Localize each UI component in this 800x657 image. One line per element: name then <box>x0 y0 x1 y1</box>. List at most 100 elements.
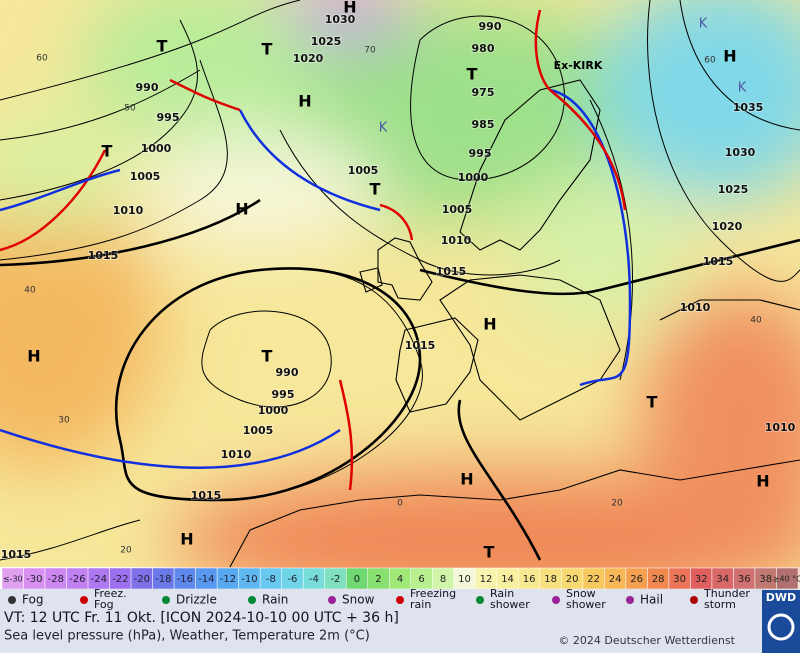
high-center: H <box>27 347 40 366</box>
high-center: H <box>343 0 356 17</box>
scale-label: -2 <box>330 574 340 585</box>
scale-label: 38 <box>759 574 772 585</box>
cold-center: K <box>738 81 747 96</box>
scale-label: -18 <box>155 574 171 585</box>
copyright: © 2024 Deutscher Wetterdienst <box>558 634 735 647</box>
scale-label: 16 <box>523 574 536 585</box>
scale-label: 20 <box>566 574 579 585</box>
pressure-label: 1010 <box>113 204 144 217</box>
low-center: T <box>102 142 113 161</box>
scale-label: 36 <box>738 574 751 585</box>
grid-label: 70 <box>364 46 376 56</box>
logo-text: DWD <box>766 591 796 604</box>
scale-label: -4 <box>309 574 319 585</box>
scale-label: 22 <box>587 574 600 585</box>
cold-center: K <box>379 121 388 136</box>
legend-icon <box>552 596 560 604</box>
pressure-label: 1015 <box>191 489 222 502</box>
scale-label: -28 <box>48 574 64 585</box>
low-center: T <box>484 543 495 562</box>
pressure-label: 1015 <box>88 249 119 262</box>
legend-label: Fog <box>94 598 114 611</box>
cold-center: K <box>699 17 708 32</box>
pressure-label: 995 <box>272 388 295 401</box>
pressure-label: 1015 <box>703 255 734 268</box>
scale-label: 24 <box>609 574 622 585</box>
grid-label: 0 <box>397 499 403 509</box>
legend-label: storm <box>704 598 736 611</box>
legend-icon <box>690 596 698 604</box>
legend-label: shower <box>566 598 606 611</box>
pressure-label: 1005 <box>348 164 379 177</box>
pressure-label: 980 <box>472 42 495 55</box>
isobars <box>0 0 800 561</box>
pressure-label: 975 <box>472 86 495 99</box>
scale-label: -12 <box>220 574 236 585</box>
storm-name: Ex-KIRK <box>554 59 603 72</box>
scale-label: -16 <box>177 574 193 585</box>
scale-label: 30 <box>673 574 686 585</box>
pressure-label: 990 <box>479 20 502 33</box>
scale-label: ≤-30 <box>3 575 23 584</box>
pressure-label: 1020 <box>712 220 743 233</box>
weather-legend: Fog Freez.Fog Drizzle Rain Snow FreezingrainR… <box>8 587 750 611</box>
legend-label: Rain <box>490 587 514 600</box>
scale-label: ≥40 °C <box>773 575 800 584</box>
legend-label: Freezing <box>410 587 456 600</box>
legend-icon <box>626 596 634 604</box>
valid-time: VT: 12 UTC Fr. 11 Okt. [ICON 2024-10-10 … <box>4 610 399 626</box>
scale-label: -24 <box>91 574 107 585</box>
legend-icon <box>80 596 88 604</box>
legend-icon <box>8 596 16 604</box>
pressure-label: 1010 <box>441 234 472 247</box>
pressure-label: 1035 <box>733 101 764 114</box>
low-center: T <box>370 180 381 199</box>
legend-icon <box>396 596 404 604</box>
high-center: H <box>756 472 769 491</box>
pressure-label: 1005 <box>243 424 274 437</box>
scale-label: 0 <box>354 574 360 585</box>
scale-label: 12 <box>480 574 493 585</box>
scale-label: 28 <box>652 574 665 585</box>
map-labels: 1030 1025 1020 990 995 1000 1005 1010 1015 990 980… <box>0 0 797 562</box>
legend-label: shower <box>490 598 530 611</box>
pressure-label: 1015 <box>405 339 436 352</box>
pressure-label: 1025 <box>718 183 749 196</box>
pressure-label: 1015 <box>436 265 467 278</box>
legend-label: Drizzle <box>176 593 217 607</box>
grid-label: 60 <box>36 54 48 64</box>
legend-label: Hail <box>640 593 663 607</box>
scale-label: 18 <box>544 574 557 585</box>
pressure-label: 1000 <box>141 142 172 155</box>
high-center: H <box>723 47 736 66</box>
legend-icon <box>248 596 256 604</box>
pressure-label: 1030 <box>325 13 356 26</box>
grid-label: 30 <box>58 416 70 426</box>
pressure-label: 1015 <box>1 548 32 561</box>
scale-label: 8 <box>440 574 446 585</box>
scale-label: 26 <box>630 574 643 585</box>
pressure-label: 1025 <box>311 35 342 48</box>
main-isobars <box>0 198 800 561</box>
scale-label: -22 <box>112 574 128 585</box>
pressure-label: 985 <box>472 118 495 131</box>
scale-label: 2 <box>375 574 381 585</box>
pressure-label: 1010 <box>680 301 711 314</box>
pressure-label: 995 <box>469 147 492 160</box>
scale-label: -26 <box>69 574 85 585</box>
low-center: T <box>157 37 168 56</box>
fronts <box>0 9 632 491</box>
pressure-label: 1005 <box>130 170 161 183</box>
legend-icon <box>162 596 170 604</box>
high-center: H <box>483 315 496 334</box>
color-scale: ≤-30 -30 -28 -26 -24 -22 -20 -18 -16 -14 -12 -10 -8-… <box>1 567 800 590</box>
legend-icon <box>476 596 484 604</box>
pressure-label: 990 <box>276 366 299 379</box>
grid-label: 50 <box>124 104 136 114</box>
map: 1030 1025 1020 990 995 1000 1005 1010 1015 990 980… <box>0 0 800 610</box>
legend-label: Snow <box>342 593 375 607</box>
low-center: T <box>647 393 658 412</box>
high-center: H <box>235 200 248 219</box>
scale-label: -14 <box>198 574 214 585</box>
